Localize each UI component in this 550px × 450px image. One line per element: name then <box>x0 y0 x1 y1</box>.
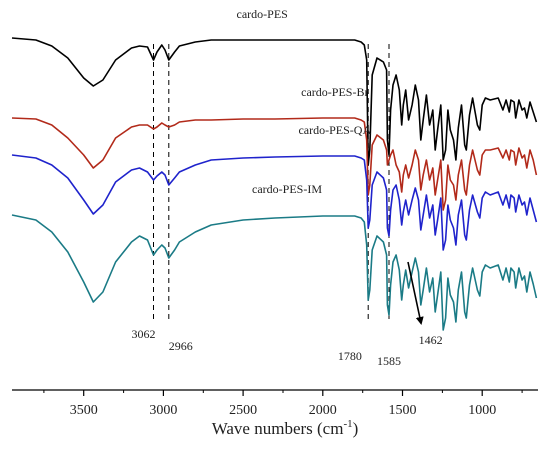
x-tick-label-3500: 3500 <box>70 403 98 418</box>
x-axis-ticks: 3500 3000 2500 2000 1500 1000 <box>43 390 523 418</box>
series-label-cardo-PES-Br: cardo-PES-Br <box>301 85 368 99</box>
annotation-arrow-1462 <box>407 261 424 325</box>
peak-annotation-1585: 1585 <box>377 354 401 368</box>
series-line-cardo-PES-IM <box>11 214 538 331</box>
peak-annotation-2966: 2966 <box>169 339 193 353</box>
peak-annotation-3062: 3062 <box>132 327 156 341</box>
series-label-cardo-PES-QA: cardo-PES-QA <box>298 123 371 137</box>
spectra-lines <box>11 37 538 331</box>
x-tick-label-1500: 1500 <box>389 403 417 418</box>
series-label-cardo-PES-IM: cardo-PES-IM <box>252 182 322 196</box>
series-labels: cardo-PES cardo-PES-Br cardo-PES-QA cardo-P… <box>237 7 372 196</box>
peak-annotation-1780: 1780 <box>338 349 362 363</box>
series-line-cardo-PES-Br <box>11 117 538 211</box>
x-tick-label-2500: 2500 <box>229 403 257 418</box>
x-tick-label-2000: 2000 <box>309 403 337 418</box>
x-axis-label: Wave numbers (cm-1) <box>212 418 359 438</box>
series-line-cardo-PES <box>11 37 538 166</box>
series-label-cardo-PES: cardo-PES <box>237 7 288 21</box>
x-tick-label-3000: 3000 <box>149 403 177 418</box>
peak-annotations: 3062 2966 1780 1585 1462 <box>132 327 443 368</box>
peak-annotation-1462: 1462 <box>419 333 443 347</box>
x-tick-label-1000: 1000 <box>468 403 496 418</box>
series-line-cardo-PES-QA <box>11 154 538 251</box>
